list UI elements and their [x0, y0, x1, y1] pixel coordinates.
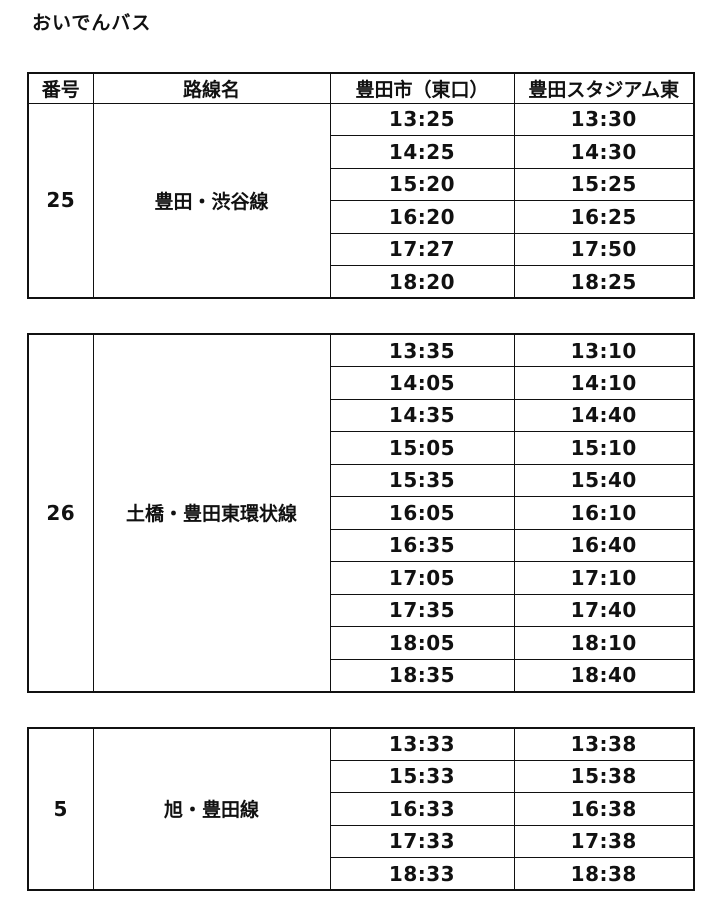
toyota-city-departure-time: 17:27 — [329, 232, 515, 266]
stadium-east-departure-time: 13:38 — [513, 727, 695, 761]
toyota-city-departure-time: 17:33 — [329, 824, 515, 858]
stadium-east-departure-time: 17:40 — [513, 593, 695, 627]
toyota-city-departure-time: 15:33 — [329, 759, 515, 793]
toyota-city-departure-time: 14:05 — [329, 366, 515, 400]
route-number-cell: 25 — [27, 102, 94, 299]
toyota-city-departure-time: 18:20 — [329, 265, 515, 299]
route-5-timetable: 5 旭・豊田線 13:33 13:38 15:33 15:38 16:33 16:38 17:3… — [27, 726, 695, 891]
time-row: 17:35 17:40 — [28, 593, 695, 627]
time-row: 18:05 18:10 — [28, 626, 695, 660]
stadium-east-departure-time: 13:30 — [513, 102, 695, 136]
time-row: 5 旭・豊田線 13:33 13:38 — [27, 727, 695, 891]
toyota-city-departure-time: 16:20 — [329, 200, 515, 234]
stadium-east-departure-time: 15:10 — [513, 431, 695, 465]
toyota-city-departure-time: 17:05 — [329, 561, 515, 595]
time-row: 18:20 18:25 — [28, 265, 695, 299]
stadium-east-departure-time: 16:38 — [513, 792, 695, 826]
header-row: 番号 路線名 豊田市（東口） 豊田スタジアム東 — [27, 72, 695, 104]
stadium-east-departure-time: 16:10 — [513, 496, 695, 530]
stadium-east-departure-time: 17:50 — [513, 232, 695, 266]
toyota-city-departure-time: 17:35 — [329, 593, 515, 627]
stadium-east-departure-time: 18:40 — [513, 658, 695, 692]
stadium-east-departure-time: 13:10 — [513, 333, 695, 367]
toyota-city-departure-time: 13:33 — [329, 727, 515, 761]
toyota-city-departure-time: 15:20 — [329, 167, 515, 201]
stadium-east-departure-time: 18:10 — [513, 626, 695, 660]
toyota-city-departure-time: 15:35 — [329, 463, 515, 497]
time-row: 26 土橋・豊田東環状線 13:35 13:10 — [27, 333, 695, 692]
time-row: 14:25 14:30 — [28, 135, 695, 169]
time-row: 14:05 14:10 — [28, 366, 695, 400]
stadium-east-departure-time: 15:25 — [513, 167, 695, 201]
stadium-east-departure-time: 14:30 — [513, 135, 695, 169]
toyota-city-departure-time: 18:05 — [329, 626, 515, 660]
route-25-timetable: 番号 路線名 豊田市（東口） 豊田スタジアム東 25 豊田・渋谷線 13:25 13:30 14… — [27, 72, 695, 299]
toyota-stadium-east-header: 豊田スタジアム東 — [513, 72, 695, 104]
page-title: おいでんバス — [32, 13, 152, 34]
stadium-east-departure-time: 14:10 — [513, 366, 695, 400]
time-row: 25 豊田・渋谷線 13:25 13:30 — [27, 102, 695, 299]
time-row: 15:35 15:40 — [28, 463, 695, 497]
timetable-section: 番号 路線名 豊田市（東口） 豊田スタジアム東 25 豊田・渋谷線 13:25 13:30 14… — [27, 72, 695, 911]
toyota-city-departure-time: 16:33 — [329, 792, 515, 826]
toyota-city-departure-time: 18:33 — [329, 857, 515, 891]
time-row: 14:35 14:40 — [28, 398, 695, 432]
time-row: 15:05 15:10 — [28, 431, 695, 465]
route-number-cell: 26 — [27, 333, 94, 692]
stadium-east-departure-time: 18:25 — [513, 265, 695, 299]
time-row: 16:33 16:38 — [28, 792, 695, 826]
toyota-city-departure-time: 16:35 — [329, 528, 515, 562]
toyota-city-departure-time: 16:05 — [329, 496, 515, 530]
stadium-east-departure-time: 15:40 — [513, 463, 695, 497]
time-row: 18:35 18:40 — [28, 658, 695, 692]
route-26-timetable: 26 土橋・豊田東環状線 13:35 13:10 14:05 14:10 14:35 14:4… — [27, 333, 695, 693]
time-row: 15:33 15:38 — [28, 759, 695, 793]
stadium-east-departure-time: 14:40 — [513, 398, 695, 432]
time-row: 16:35 16:40 — [28, 528, 695, 562]
route-name-header: 路線名 — [92, 72, 331, 104]
stadium-east-departure-time: 16:40 — [513, 528, 695, 562]
stadium-east-departure-time: 17:38 — [513, 824, 695, 858]
stadium-east-departure-time: 17:10 — [513, 561, 695, 595]
route-name-cell: 豊田・渋谷線 — [92, 102, 331, 299]
time-row: 17:33 17:38 — [28, 824, 695, 858]
route-number-header: 番号 — [27, 72, 94, 104]
route-name-cell: 旭・豊田線 — [92, 727, 331, 891]
stadium-east-departure-time: 16:25 — [513, 200, 695, 234]
toyota-city-departure-time: 14:35 — [329, 398, 515, 432]
toyota-city-departure-time: 13:35 — [329, 333, 515, 367]
time-row: 17:05 17:10 — [28, 561, 695, 595]
toyota-city-departure-time: 13:25 — [329, 102, 515, 136]
time-row: 16:05 16:10 — [28, 496, 695, 530]
route-number-cell: 5 — [27, 727, 94, 891]
stadium-east-departure-time: 18:38 — [513, 857, 695, 891]
toyota-city-east-exit-header: 豊田市（東口） — [329, 72, 515, 104]
toyota-city-departure-time: 15:05 — [329, 431, 515, 465]
toyota-city-departure-time: 18:35 — [329, 658, 515, 692]
stadium-east-departure-time: 15:38 — [513, 759, 695, 793]
time-row: 18:33 18:38 — [28, 857, 695, 891]
route-name-cell: 土橋・豊田東環状線 — [92, 333, 331, 692]
toyota-city-departure-time: 14:25 — [329, 135, 515, 169]
